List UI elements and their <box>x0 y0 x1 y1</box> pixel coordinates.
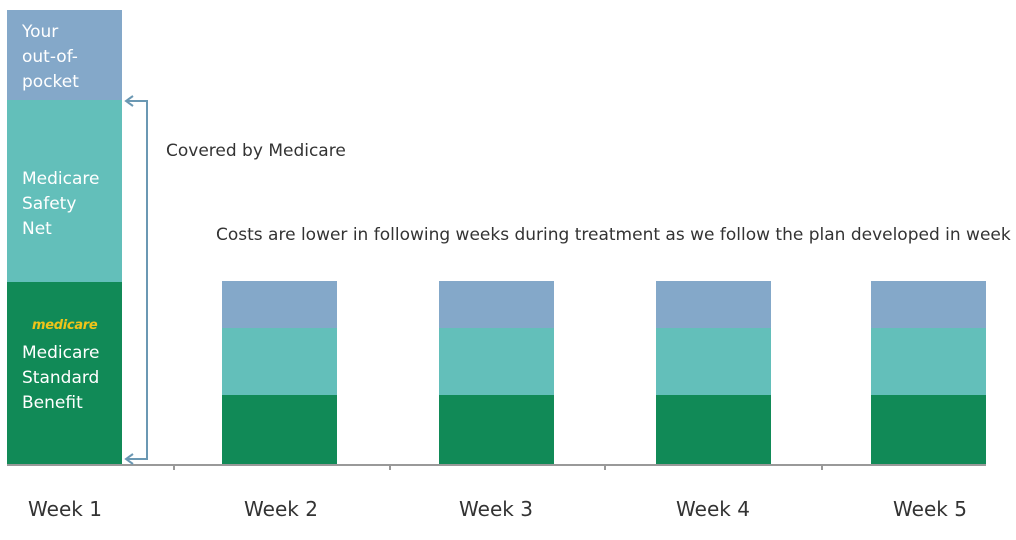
costs-note-annotation: Costs are lower in following weeks durin… <box>216 225 1016 245</box>
x-tick-label-week-5: Week 5 <box>893 497 967 521</box>
bar-week-5-your-out-of-pocket <box>871 281 986 328</box>
bars-group <box>7 10 986 465</box>
bracket-arrow-bottom <box>124 453 134 465</box>
bar-week-1-medicare-safety-net <box>7 100 122 282</box>
bar-week-5-medicare-safety-net <box>871 328 986 395</box>
bar-week-5-medicare-standard-benefit <box>871 395 986 465</box>
bar-week-1-medicare-standard-benefit <box>7 282 122 465</box>
bar-week-3-medicare-standard-benefit <box>439 395 554 465</box>
bar-week-2-medicare-standard-benefit <box>222 395 337 465</box>
bar-week-3-your-out-of-pocket <box>439 281 554 328</box>
bar-week-2-medicare-safety-net <box>222 328 337 395</box>
covered-annotation: Covered by Medicare <box>166 141 346 161</box>
bracket-arrow-top <box>124 95 134 107</box>
label-out-of-pocket: Your out-of- pocket <box>22 22 79 92</box>
bar-week-4-medicare-safety-net <box>656 328 771 395</box>
bar-week-4-medicare-standard-benefit <box>656 395 771 465</box>
medicare-logo-text: medicare <box>32 318 98 333</box>
label-safety-net: Medicare Safety Net <box>22 169 100 239</box>
covered-bracket <box>124 95 148 465</box>
label-standard-benefit: Medicare Standard Benefit <box>22 343 100 413</box>
bar-week-4-your-out-of-pocket <box>656 281 771 328</box>
x-tick-label-week-2: Week 2 <box>244 497 318 521</box>
x-tick-label-week-3: Week 3 <box>459 497 533 521</box>
x-tick-label-week-1: Week 1 <box>28 497 102 521</box>
bar-week-3-medicare-safety-net <box>439 328 554 395</box>
bar-week-2-your-out-of-pocket <box>222 281 337 328</box>
bracket-line <box>127 100 148 460</box>
x-tick-label-week-4: Week 4 <box>676 497 750 521</box>
bar-week-1-your-out-of-pocket <box>7 10 122 100</box>
x-axis-ticks <box>173 465 823 470</box>
